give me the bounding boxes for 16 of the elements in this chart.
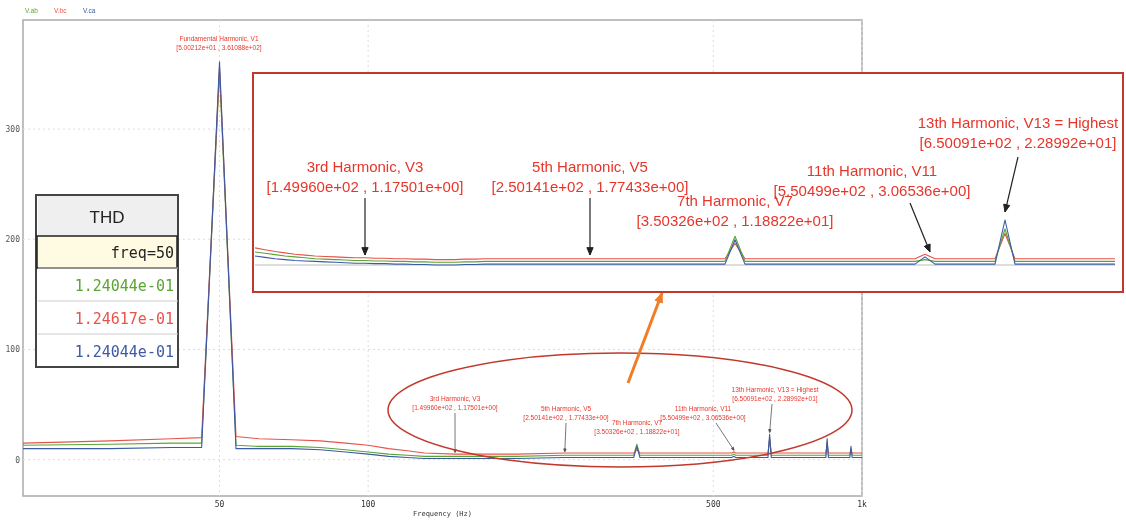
annotation: 1.24617e-01 (74, 310, 174, 328)
y-tick-label: 300 (5, 125, 21, 135)
x-tick-label: 500 (706, 500, 721, 509)
x-tick-label: 1k (857, 500, 867, 509)
y-tick-label: 0 (15, 455, 21, 465)
annotation: 5th Harmonic, V5 [2.50141e+02 , 1.77433e+00] (491, 158, 689, 195)
annotation: 1.24044e-01 (74, 343, 174, 361)
text: 13th Harmonic, V13 = Highest [6.50091e+02 , 2.28992e+01] (917, 114, 1120, 151)
y-tick-label: 100 (5, 345, 21, 355)
text: freq=50 (110, 244, 174, 262)
y-tick-label: 200 (5, 235, 21, 245)
text: THD (89, 208, 125, 227)
annotation: 3rd Harmonic, V3 [1.49960e+02 , 1.17501e+00] (266, 158, 464, 195)
x-tick-label: 100 (360, 500, 376, 509)
annotation: 1.24044e-01 (74, 277, 174, 295)
x-tick-label: 50 (214, 500, 225, 509)
